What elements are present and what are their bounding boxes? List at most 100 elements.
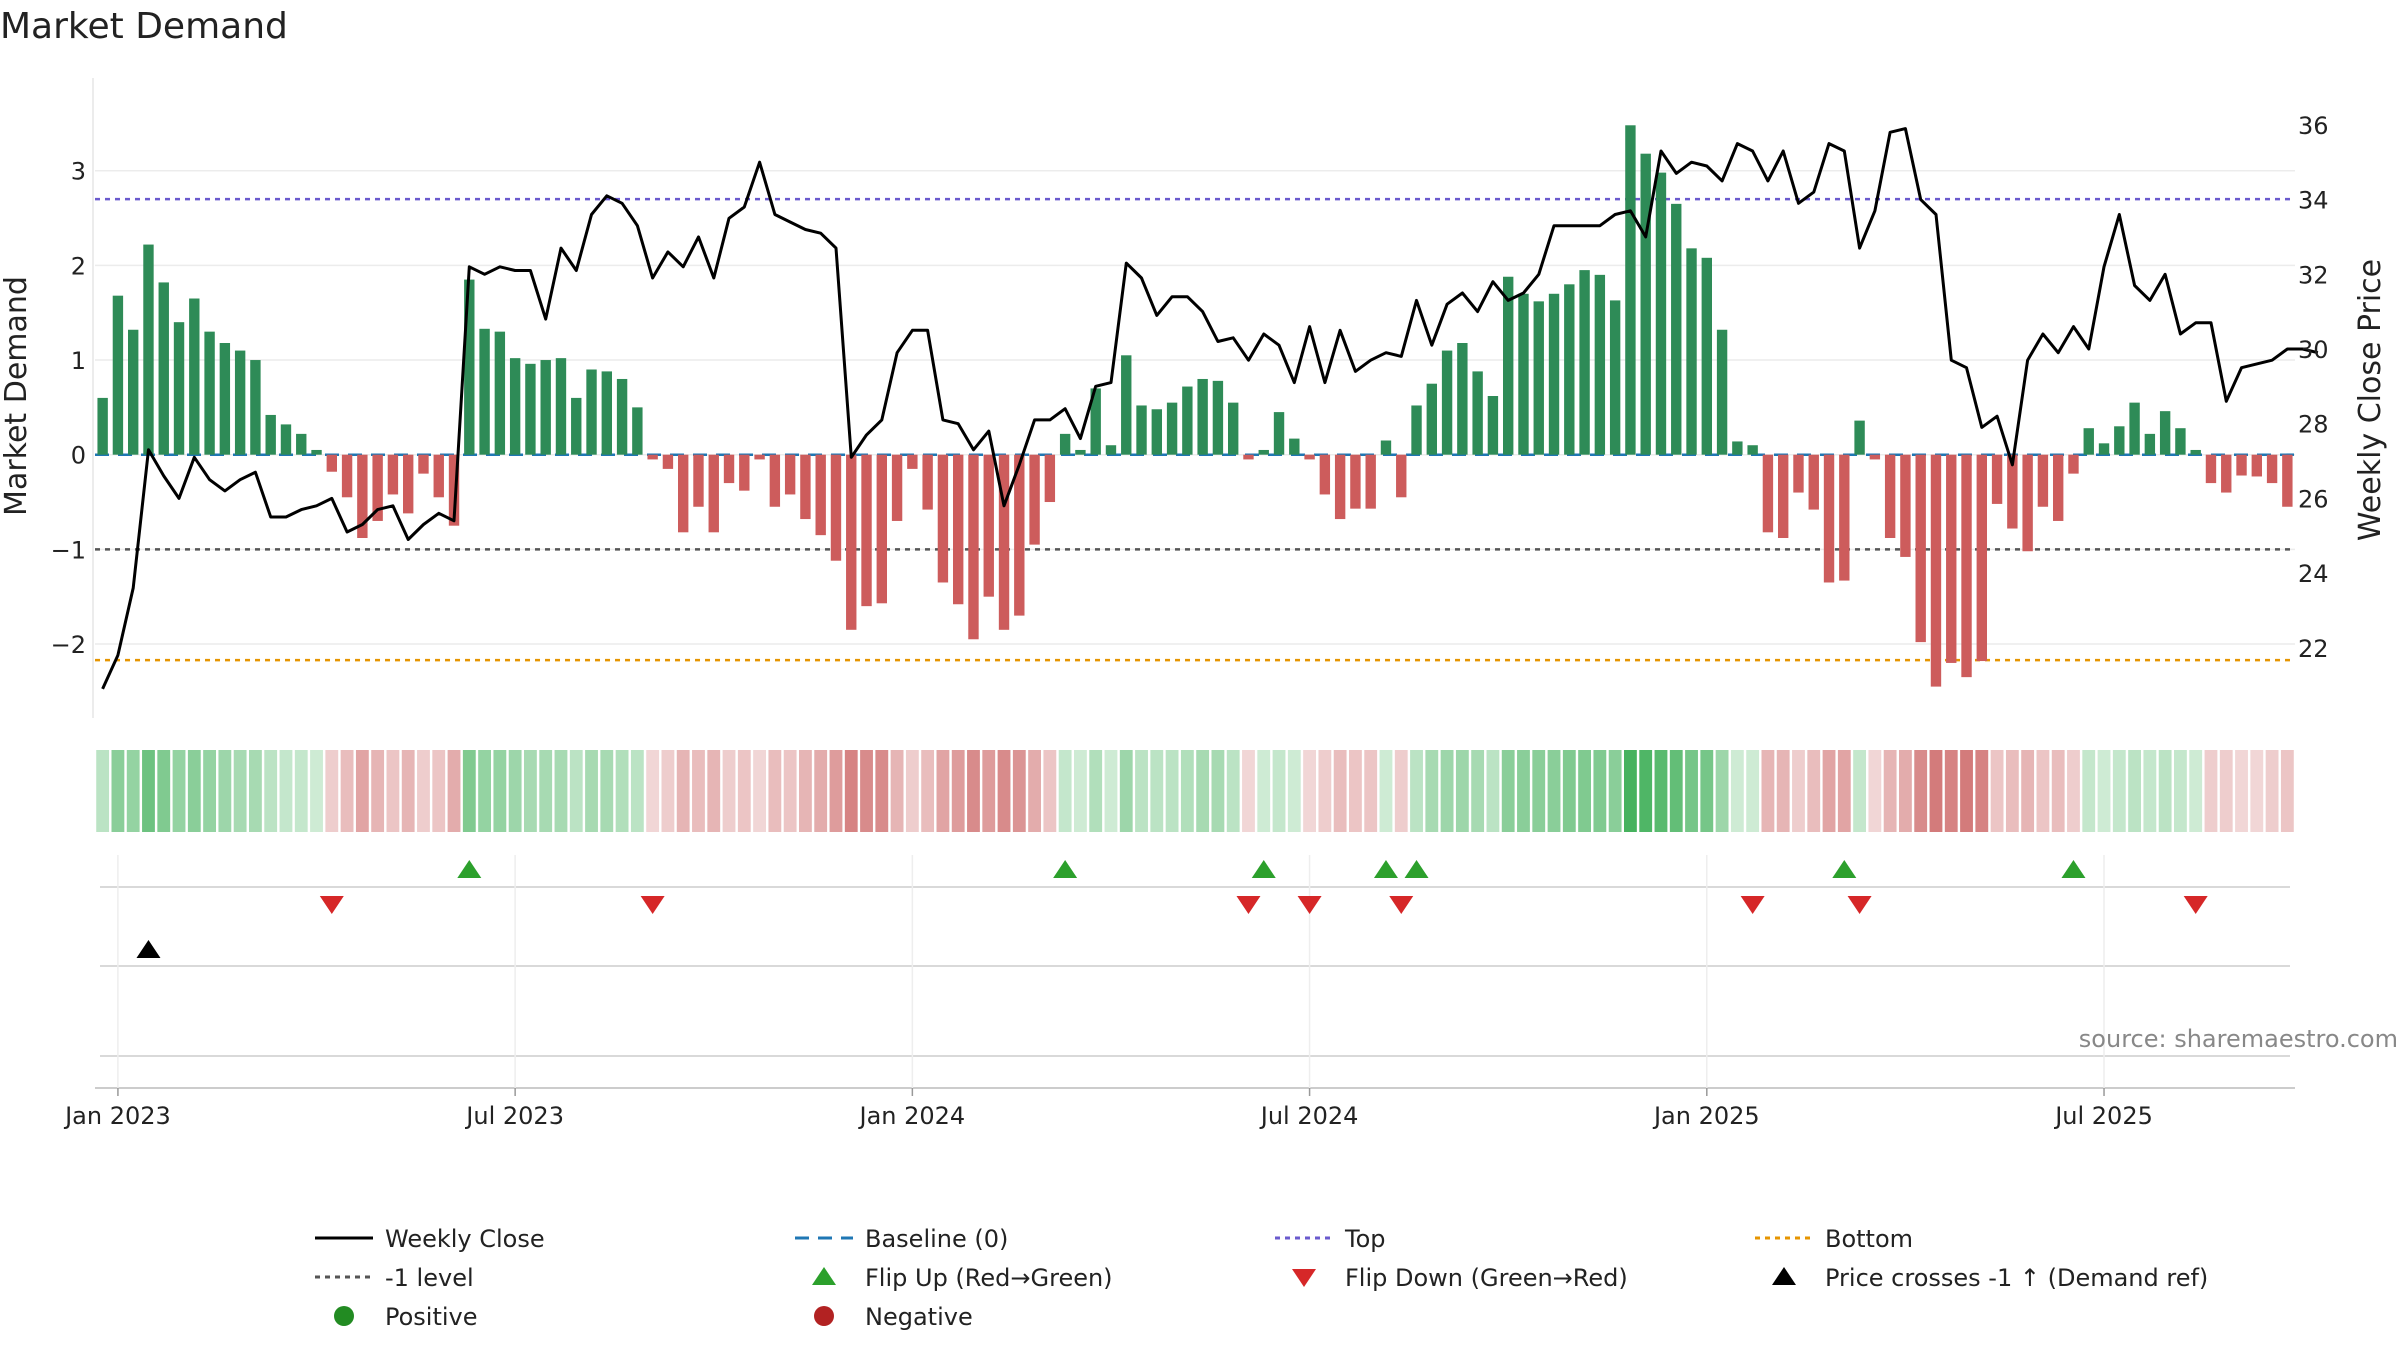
strip-cell [1837, 750, 1851, 832]
strip-cell [111, 750, 125, 832]
demand-bar [2068, 454, 2079, 474]
demand-bar [2053, 454, 2064, 521]
demand-bar [1457, 343, 1468, 455]
demand-bar [784, 454, 796, 495]
demand-bar [1075, 449, 1086, 455]
demand-bar [1029, 454, 1040, 545]
strip-cell [1074, 750, 1087, 832]
strip-cell [1303, 750, 1316, 832]
demand-bar [830, 454, 842, 561]
flip-up-marker [1404, 860, 1429, 878]
demand-bar [97, 397, 108, 455]
strip-cell [905, 750, 919, 832]
y-tick-label: 2 [71, 252, 86, 280]
strip-cell [2005, 750, 2019, 832]
demand-bar [1671, 203, 1682, 455]
strip-cell [157, 750, 171, 832]
strip-cell [1960, 750, 1973, 832]
demand-bar [1151, 409, 1162, 455]
demand-bar [1121, 355, 1132, 455]
demand-bar [1014, 454, 1025, 616]
y2-tick-label: 36 [2298, 112, 2329, 140]
demand-bar [1365, 454, 1376, 509]
strip-cell [1608, 750, 1622, 832]
demand-bar [1976, 454, 1987, 662]
demand-bar [769, 454, 781, 507]
strip-cell [1501, 750, 1515, 832]
demand-bar [1793, 454, 1804, 493]
weekly-close-line [101, 127, 2319, 690]
demand-bar [555, 358, 567, 455]
strip-cell [2021, 750, 2035, 832]
strip-cell [142, 750, 155, 832]
demand-bar [204, 331, 215, 455]
demand-bar [219, 343, 231, 455]
demand-bars [97, 125, 2293, 687]
demand-bar [1640, 153, 1651, 455]
demand-bar [968, 454, 979, 640]
demand-bar [1701, 257, 1712, 455]
strip-cell [1043, 750, 1057, 832]
strip-cell [1517, 750, 1530, 832]
demand-bar [601, 371, 612, 455]
strip-cell [1150, 750, 1164, 832]
strip-cell [615, 750, 629, 832]
event-lanes [95, 855, 2295, 1287]
demand-bar [1197, 378, 1208, 455]
strip-cell [951, 750, 965, 832]
strip-cell [2204, 750, 2218, 832]
strip-cell [401, 750, 415, 832]
legend-positive-dot [334, 1306, 354, 1326]
strip-cell [1700, 750, 1714, 832]
strip-cell [1196, 750, 1210, 832]
strip-cell [1562, 750, 1576, 832]
legend-label: Bottom [1825, 1225, 1913, 1253]
demand-bar [433, 454, 444, 498]
y2-tick-label: 34 [2298, 187, 2329, 215]
flip-down-marker [1847, 896, 1872, 914]
demand-bar [2175, 428, 2186, 455]
strip-cell [2219, 750, 2233, 832]
demand-bar [723, 454, 735, 484]
flip-up-marker [1373, 860, 1398, 878]
y-tick-label: 1 [71, 347, 86, 375]
demand-bar [372, 454, 383, 521]
demand-bar [586, 369, 597, 455]
demand-bar [800, 454, 811, 520]
demand-bar [632, 407, 643, 455]
strip-cell [264, 750, 278, 832]
legend-label: -1 level [385, 1264, 474, 1292]
flip-up-marker [1832, 860, 1857, 878]
strip-cell [1364, 750, 1378, 832]
strip-cell [1883, 750, 1897, 832]
demand-bar [1625, 125, 1636, 455]
demand-bar [983, 454, 994, 597]
strip-cell [539, 750, 553, 832]
strip-cell [1853, 750, 1866, 832]
demand-bar [509, 358, 521, 455]
demand-bar [1655, 172, 1667, 455]
strip-cell [2143, 750, 2157, 832]
flip-down-marker [319, 896, 344, 914]
demand-bar [128, 329, 139, 455]
strip-cell [96, 750, 110, 832]
strip-cell [126, 750, 140, 832]
strip-cell [172, 750, 186, 832]
strip-cell [1349, 750, 1362, 832]
demand-bar [1136, 405, 1147, 455]
strip-cell [1012, 750, 1026, 832]
demand-bar [891, 454, 903, 521]
demand-bar [662, 454, 674, 469]
y2-tick-label: 26 [2298, 485, 2329, 513]
legend-label: Price crosses -1 ↑ (Demand ref) [1825, 1264, 2208, 1292]
demand-bar [708, 454, 719, 533]
strip-cell [630, 750, 644, 832]
demand-bar [1105, 445, 1117, 455]
demand-bar [525, 363, 536, 455]
strip-cell [1746, 750, 1760, 832]
strip-cell [2280, 750, 2294, 832]
demand-bar [1946, 454, 1957, 663]
demand-bar [1823, 454, 1835, 583]
strip-cell [600, 750, 614, 832]
y-tick-label: 0 [71, 442, 86, 470]
